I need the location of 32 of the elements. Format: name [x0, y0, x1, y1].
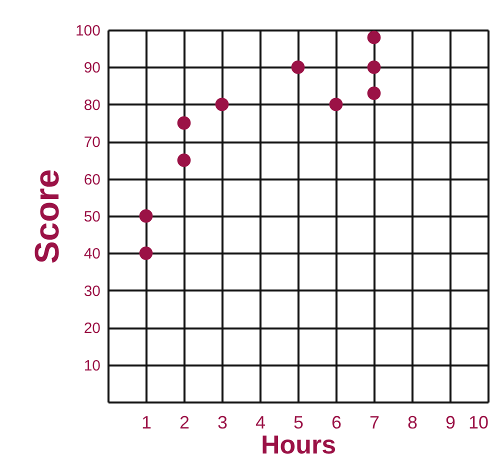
x-tick-label: 3 [217, 412, 228, 432]
x-tick-label: 9 [445, 412, 456, 432]
x-tick-label: 1 [141, 412, 152, 432]
x-axis-title: Hours [260, 430, 336, 460]
y-tick-label: 70 [84, 134, 100, 152]
y-tick-label: 40 [84, 246, 100, 263]
point [367, 60, 381, 74]
point [367, 30, 381, 44]
point [177, 116, 191, 130]
x-tick-label: 10 [468, 412, 488, 432]
point [215, 98, 229, 112]
y-tick-label: 30 [84, 282, 100, 300]
point [329, 98, 343, 112]
x-tick-label: 4 [255, 412, 266, 432]
y-tick-label: 100 [75, 22, 100, 40]
y-tick-label: 80 [84, 96, 100, 114]
point [139, 209, 153, 223]
y-axis-title: Score [28, 169, 66, 264]
x-tick-label: 8 [407, 412, 418, 432]
x-tick-label: 6 [331, 412, 342, 432]
y-tick-label: 60 [84, 171, 100, 188]
y-tick-label: 10 [84, 357, 100, 374]
y-tick-label: 50 [84, 208, 100, 226]
x-tick-label: 7 [369, 412, 380, 432]
x-tick-label: 2 [179, 412, 190, 432]
point [291, 60, 305, 74]
point [177, 154, 191, 167]
y-tick-label: 20 [84, 320, 100, 338]
point [367, 86, 381, 100]
x-tick-label: 5 [293, 412, 304, 432]
y-tick-label: 90 [84, 60, 100, 77]
point [139, 246, 153, 260]
